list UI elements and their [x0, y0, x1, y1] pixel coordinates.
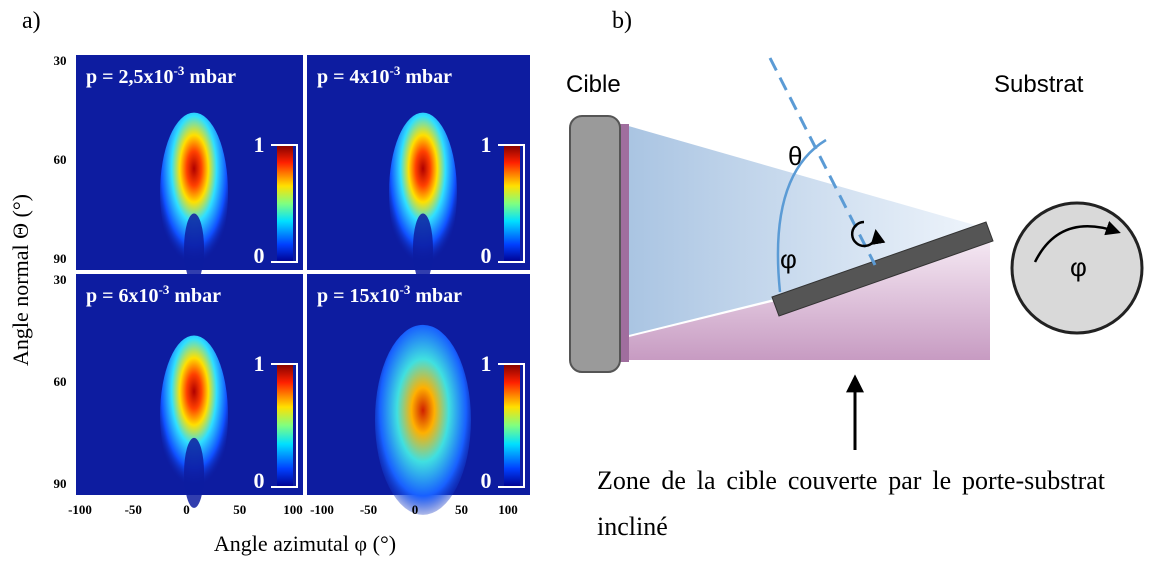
- pressure-label: p = 2,5x10-3 mbar: [86, 63, 236, 88]
- heatmap-hole: [184, 437, 205, 508]
- pressure-exponent: -3: [390, 63, 401, 78]
- heatmap-blob: [388, 112, 457, 273]
- y-axis-label: Angle normal Θ (°): [8, 194, 33, 366]
- y-tick-label: 60: [54, 152, 67, 167]
- heatmap-blob: [160, 335, 229, 496]
- x-tick-label: 100: [498, 502, 518, 517]
- pressure-label: p = 6x10-3 mbar: [86, 282, 221, 307]
- pressure-prefix: p = 2,5x10: [86, 66, 174, 88]
- theta-label: θ: [788, 141, 802, 171]
- pressure-prefix: p = 6x10: [86, 285, 159, 307]
- caption: Zone de la cible couverte par le porte-s…: [597, 466, 1105, 541]
- colorbar-label: 1: [254, 132, 265, 157]
- x-tick-label: 100: [283, 502, 303, 517]
- pressure-label: p = 4x10-3 mbar: [317, 63, 452, 88]
- disc-rotation-arrow: [1033, 221, 1121, 263]
- colorbar-frame: [498, 144, 525, 263]
- panel-label: b): [612, 8, 632, 34]
- colorbar: [504, 145, 520, 262]
- y-tick-label: 30: [54, 272, 67, 287]
- x-tick-label: 50: [455, 502, 468, 517]
- heatmap-blob: [160, 112, 229, 273]
- pressure-prefix: p = 15x10: [317, 285, 400, 307]
- colorbar-label: 0: [481, 243, 492, 268]
- panel-label: a): [22, 8, 41, 34]
- y-tick-label: 30: [54, 53, 67, 68]
- x-axis-label: Angle azimutal φ (°): [214, 531, 396, 556]
- colorbar-frame: [271, 144, 298, 263]
- y-tick-label: 60: [54, 374, 67, 389]
- colorbar-label: 0: [254, 243, 265, 268]
- pressure-label: p = 15x10-3 mbar: [317, 282, 462, 307]
- pressure-unit: mbar: [174, 285, 221, 307]
- colorbar-frame: [498, 363, 525, 488]
- colorbar: [504, 364, 520, 487]
- colorbar-frame: [271, 363, 298, 488]
- heatmap-hole: [184, 213, 205, 284]
- heatmap-hole: [412, 213, 433, 284]
- pressure-unit: mbar: [415, 285, 462, 307]
- y-tick-label: 90: [54, 251, 67, 266]
- x-tick-label: -100: [310, 502, 334, 517]
- substrate-holder: [771, 221, 994, 317]
- colorbar-label: 1: [481, 351, 492, 376]
- target: [569, 115, 621, 373]
- rotation-arrow: [850, 220, 886, 248]
- colorbar-label: 1: [481, 132, 492, 157]
- colorbar-label: 0: [481, 468, 492, 493]
- pressure-exponent: -3: [400, 282, 411, 297]
- substrate-label: Substrat: [994, 71, 1084, 98]
- disc-phi-label: φ: [1070, 252, 1087, 282]
- x-tick-label: -50: [360, 502, 377, 517]
- colorbar-label: 0: [254, 468, 265, 493]
- target-label: Cible: [566, 71, 621, 98]
- x-tick-label: 0: [183, 502, 190, 517]
- theta-arc: [776, 138, 827, 293]
- y-tick-label: 90: [54, 476, 67, 491]
- x-tick-label: -100: [68, 502, 92, 517]
- x-tick-label: -50: [125, 502, 142, 517]
- colorbar: [277, 364, 293, 487]
- heatmap-blob: [374, 324, 471, 515]
- plume: [625, 125, 978, 336]
- substrate-disc: [1010, 201, 1144, 335]
- x-tick-label: 50: [233, 502, 246, 517]
- pressure-prefix: p = 4x10: [317, 66, 390, 88]
- pressure-unit: mbar: [189, 66, 236, 88]
- pressure-unit: mbar: [405, 66, 452, 88]
- colorbar: [277, 145, 293, 262]
- colorbar-label: 1: [254, 351, 265, 376]
- phi-label: φ: [780, 244, 797, 274]
- pressure-exponent: -3: [159, 282, 170, 297]
- pressure-exponent: -3: [174, 63, 185, 78]
- normal-line: [768, 57, 877, 266]
- x-tick-label: 0: [412, 502, 419, 517]
